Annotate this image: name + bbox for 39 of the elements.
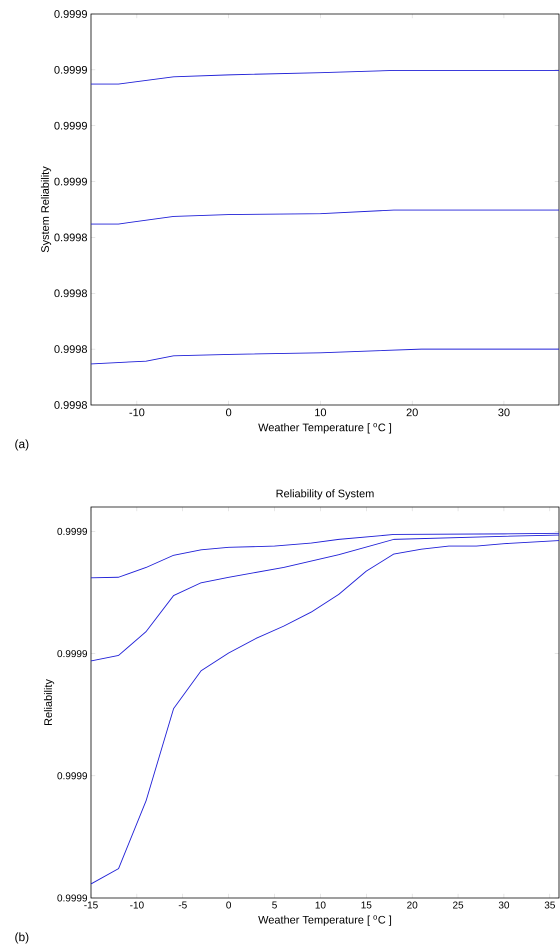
x-tick-label: -15 bbox=[84, 902, 98, 908]
x-tick-label: 0 bbox=[226, 902, 232, 909]
y-tick-label: 0.9998 bbox=[54, 234, 87, 242]
y-axis-title: Reliability bbox=[44, 679, 54, 726]
y-tick-label: 0.9999 bbox=[57, 528, 88, 535]
y-tick-label: 0.9999 bbox=[54, 122, 87, 130]
y-tick-label: 0.9999 bbox=[57, 894, 88, 902]
y-tick-label: 0.9999 bbox=[54, 66, 87, 74]
x-tick-label: 30 bbox=[498, 408, 510, 416]
y-tick-label: 0.9999 bbox=[57, 650, 88, 658]
y-tick-label: 0.9998 bbox=[54, 345, 87, 354]
line-series bbox=[91, 70, 559, 85]
x-tick-label: -5 bbox=[178, 902, 187, 908]
line-series bbox=[91, 540, 559, 884]
x-tick-label: 5 bbox=[272, 902, 277, 908]
x-tick-label: -10 bbox=[130, 902, 144, 909]
chart-title: Reliability of System bbox=[276, 489, 374, 500]
x-tick-label: 0 bbox=[226, 408, 232, 416]
line-series bbox=[91, 348, 559, 364]
x-axis-title: Weather Temperature [ $^{o}$C ] bbox=[258, 423, 392, 434]
x-tick-label: 15 bbox=[362, 902, 372, 908]
y-axis-title: System Reliability bbox=[40, 166, 52, 252]
y-tick-label: 0.9999 bbox=[54, 10, 87, 18]
y-tick-label: 0.9998 bbox=[54, 401, 87, 409]
x-tick-label: 30 bbox=[498, 902, 510, 909]
x-tick-label: 10 bbox=[315, 408, 326, 416]
y-tick-label: 0.9998 bbox=[54, 289, 87, 298]
text: (b) bbox=[15, 932, 28, 944]
x-tick-label: -10 bbox=[129, 408, 144, 416]
x-tick-label: 20 bbox=[406, 408, 418, 416]
x-tick-label: 25 bbox=[453, 902, 464, 909]
x-axis-title: Weather Temperature [ $^{o}$C ] bbox=[258, 915, 392, 926]
line-series bbox=[91, 210, 559, 224]
x-tick-label: 10 bbox=[316, 902, 326, 909]
y-tick-label: 0.9999 bbox=[54, 178, 87, 186]
y-tick-label: 0.9999 bbox=[57, 772, 88, 780]
x-tick-label: 35 bbox=[544, 902, 555, 909]
x-tick-label: 20 bbox=[407, 902, 418, 909]
text: (a) bbox=[15, 439, 28, 451]
